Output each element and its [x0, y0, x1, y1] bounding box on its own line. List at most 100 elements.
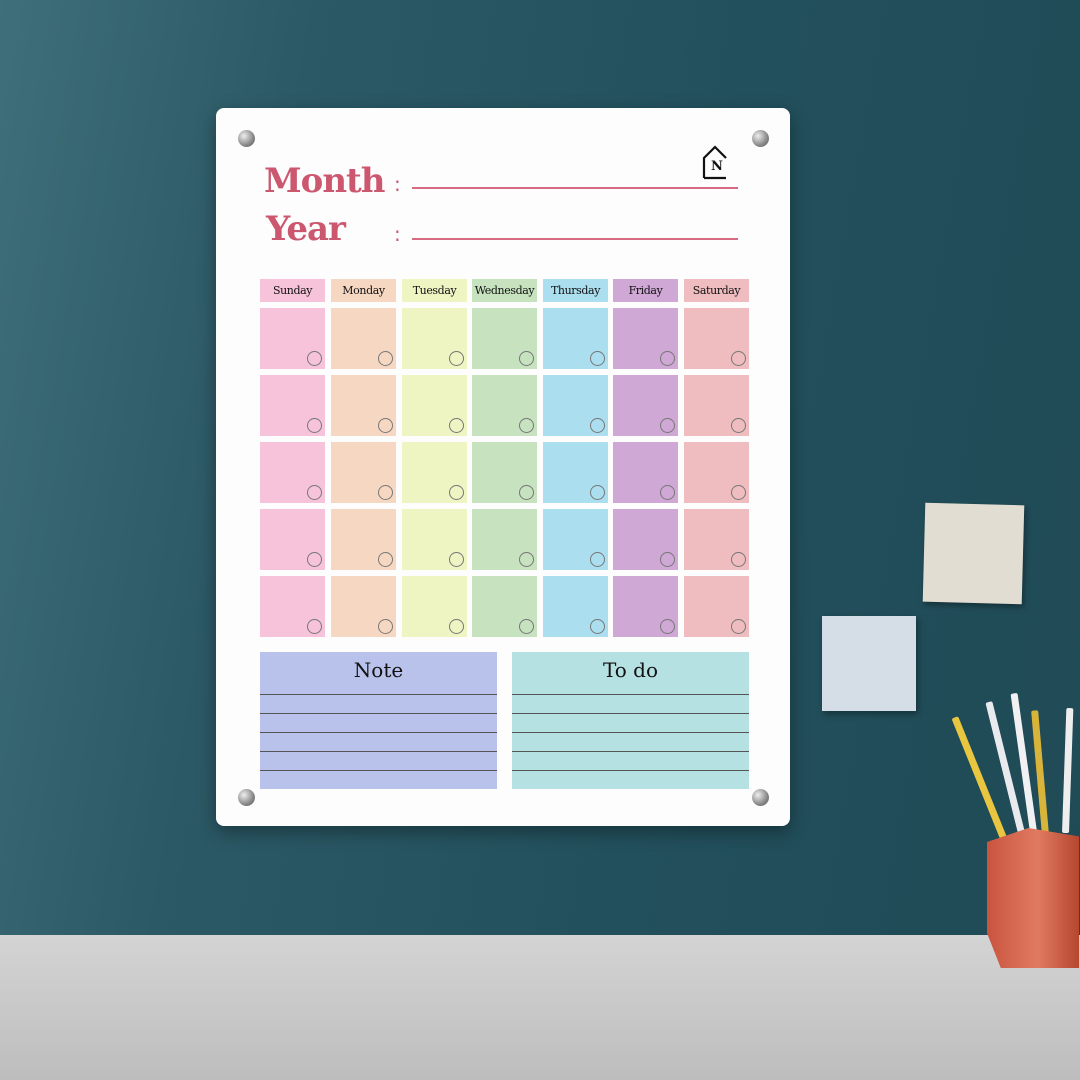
month-label: Month: [264, 161, 385, 201]
ruled-line: [260, 694, 497, 695]
day-header-saturday: Saturday: [684, 279, 749, 302]
date-circle-icon: [731, 418, 746, 433]
date-circle-icon: [590, 351, 605, 366]
day-cell[interactable]: [543, 509, 608, 570]
day-cell[interactable]: [613, 509, 678, 570]
logo-text: N: [711, 159, 723, 174]
day-cell[interactable]: [331, 442, 396, 503]
day-header-thursday: Thursday: [543, 279, 608, 302]
desk-surface: [0, 935, 1080, 1080]
day-cell[interactable]: [684, 308, 749, 369]
day-cell[interactable]: [260, 308, 325, 369]
year-line[interactable]: [412, 238, 738, 240]
day-cell[interactable]: [260, 375, 325, 436]
day-cell[interactable]: [260, 576, 325, 637]
day-cell[interactable]: [402, 442, 467, 503]
month-colon: :: [394, 172, 401, 196]
calendar-board: Month : Year : N Sunday Monday Tuesday Wedn…: [216, 108, 790, 826]
date-circle-icon: [660, 485, 675, 500]
date-circle-icon: [731, 485, 746, 500]
date-circle-icon: [307, 552, 322, 567]
ruled-line: [512, 713, 749, 714]
note-heading: Note: [353, 658, 404, 682]
day-cell[interactable]: [543, 442, 608, 503]
date-circle-icon: [660, 351, 675, 366]
date-circle-icon: [590, 485, 605, 500]
day-header-tuesday: Tuesday: [402, 279, 467, 302]
note-panel[interactable]: Note: [260, 652, 497, 789]
day-cell[interactable]: [613, 576, 678, 637]
day-cell[interactable]: [472, 442, 537, 503]
date-circle-icon: [731, 619, 746, 634]
date-circle-icon: [519, 552, 534, 567]
day-cell[interactable]: [402, 308, 467, 369]
date-circle-icon: [307, 351, 322, 366]
day-cell[interactable]: [472, 375, 537, 436]
date-circle-icon: [590, 619, 605, 634]
date-circle-icon: [519, 619, 534, 634]
day-cell[interactable]: [402, 375, 467, 436]
day-cell[interactable]: [402, 509, 467, 570]
date-circle-icon: [731, 552, 746, 567]
date-circle-icon: [731, 351, 746, 366]
day-cell[interactable]: [331, 576, 396, 637]
year-label: Year: [266, 209, 346, 249]
day-cell[interactable]: [613, 308, 678, 369]
day-cell[interactable]: [543, 375, 608, 436]
todo-panel[interactable]: To do: [512, 652, 749, 789]
date-circle-icon: [590, 552, 605, 567]
day-cell[interactable]: [543, 576, 608, 637]
date-circle-icon: [449, 485, 464, 500]
ruled-line: [260, 713, 497, 714]
day-cell[interactable]: [402, 576, 467, 637]
day-cell[interactable]: [331, 375, 396, 436]
day-cell[interactable]: [684, 442, 749, 503]
day-cell[interactable]: [543, 308, 608, 369]
ruled-line: [260, 751, 497, 752]
day-cell[interactable]: [472, 576, 537, 637]
date-circle-icon: [307, 418, 322, 433]
day-header-friday: Friday: [613, 279, 678, 302]
ruled-line: [260, 770, 497, 771]
date-circle-icon: [519, 351, 534, 366]
day-cell[interactable]: [684, 576, 749, 637]
date-circle-icon: [590, 418, 605, 433]
date-circle-icon: [307, 619, 322, 634]
day-cell[interactable]: [472, 308, 537, 369]
date-circle-icon: [660, 552, 675, 567]
ruled-line: [260, 732, 497, 733]
ruled-line: [512, 732, 749, 733]
date-circle-icon: [449, 418, 464, 433]
pencil: [1062, 707, 1074, 834]
day-cell[interactable]: [613, 442, 678, 503]
bolt-icon: [752, 130, 769, 147]
day-cell[interactable]: [684, 509, 749, 570]
bolt-icon: [238, 130, 255, 147]
day-cell[interactable]: [260, 509, 325, 570]
bolt-icon: [238, 789, 255, 806]
date-circle-icon: [660, 619, 675, 634]
date-circle-icon: [660, 418, 675, 433]
day-cell[interactable]: [331, 308, 396, 369]
day-cell[interactable]: [613, 375, 678, 436]
date-circle-icon: [378, 485, 393, 500]
date-circle-icon: [449, 351, 464, 366]
ruled-line: [512, 694, 749, 695]
day-header-wednesday: Wednesday: [472, 279, 537, 302]
sticky-note: [922, 502, 1025, 605]
date-circle-icon: [378, 552, 393, 567]
date-circle-icon: [449, 552, 464, 567]
day-cell[interactable]: [260, 442, 325, 503]
date-circle-icon: [378, 619, 393, 634]
day-cell[interactable]: [472, 509, 537, 570]
month-line[interactable]: [412, 187, 738, 189]
day-header-sunday: Sunday: [260, 279, 325, 302]
bolt-icon: [752, 789, 769, 806]
date-circle-icon: [378, 351, 393, 366]
day-cell[interactable]: [684, 375, 749, 436]
pencil-cup: [987, 828, 1079, 968]
day-cell[interactable]: [331, 509, 396, 570]
sticky-note: [822, 616, 916, 711]
ruled-line: [512, 770, 749, 771]
day-header-monday: Monday: [331, 279, 396, 302]
